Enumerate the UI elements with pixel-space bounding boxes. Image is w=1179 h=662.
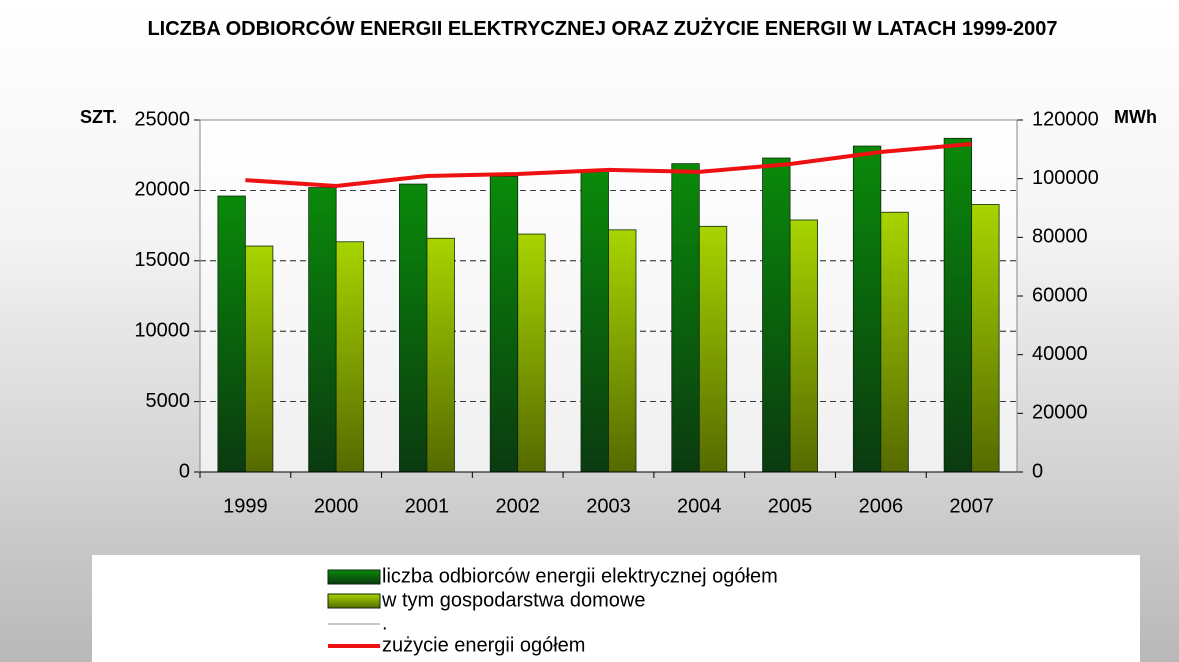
x-tick-label: 2003	[586, 495, 631, 517]
legend-label: .	[382, 612, 388, 634]
bar	[399, 183, 428, 473]
y-tick-label: 20000	[134, 179, 190, 201]
legend-label: liczba odbiorców energii elektrycznej og…	[382, 565, 778, 587]
y2-tick-label: 60000	[1032, 284, 1088, 306]
x-tick-label: 1999	[223, 495, 268, 517]
x-tick-label: 2001	[405, 495, 450, 517]
bar	[698, 225, 728, 473]
bar	[880, 211, 909, 473]
bar	[335, 241, 365, 473]
bar	[789, 219, 818, 473]
bar	[308, 187, 337, 473]
y-tick-label: 0	[179, 460, 190, 482]
y2-axis-label: MWh	[1114, 107, 1157, 127]
legend-box	[92, 555, 1140, 662]
bar	[426, 237, 455, 473]
bar	[489, 175, 519, 473]
bar	[762, 157, 791, 473]
legend-label: zużycie energii ogółem	[382, 634, 585, 656]
y-tick-label: 5000	[146, 390, 191, 412]
chart-title: LICZBA ODBIORCÓW ENERGII ELEKTRYCZNEJ OR…	[147, 18, 1058, 40]
x-tick-label: 2007	[949, 495, 994, 517]
legend-swatch	[327, 569, 381, 585]
legend-swatch	[327, 593, 381, 609]
y2-tick-label: 40000	[1032, 343, 1088, 365]
legend-label: w tym gospodarstwa domowe	[381, 589, 645, 611]
x-tick-label: 2000	[314, 495, 359, 517]
y-tick-label: 15000	[134, 249, 190, 271]
bar	[852, 145, 882, 473]
x-tick-label: 2005	[768, 495, 813, 517]
y-axis-label: SZT.	[80, 107, 117, 127]
x-tick-label: 2006	[859, 495, 904, 517]
y-tick-label: 25000	[134, 108, 190, 130]
y2-tick-label: 0	[1032, 460, 1043, 482]
y-tick-label: 10000	[134, 319, 190, 341]
bar	[943, 137, 973, 473]
y2-tick-label: 100000	[1032, 167, 1099, 189]
bar	[244, 245, 274, 473]
bar	[971, 204, 1000, 473]
x-tick-label: 2004	[677, 495, 722, 517]
y2-tick-label: 80000	[1032, 226, 1088, 248]
bar	[671, 163, 700, 473]
line-series	[245, 142, 972, 189]
y2-tick-label: 20000	[1032, 402, 1088, 424]
bar	[608, 229, 637, 473]
bar	[517, 233, 546, 473]
y2-tick-label: 120000	[1032, 108, 1099, 130]
bar	[580, 170, 609, 473]
x-tick-label: 2002	[495, 495, 540, 517]
bar	[217, 195, 246, 473]
